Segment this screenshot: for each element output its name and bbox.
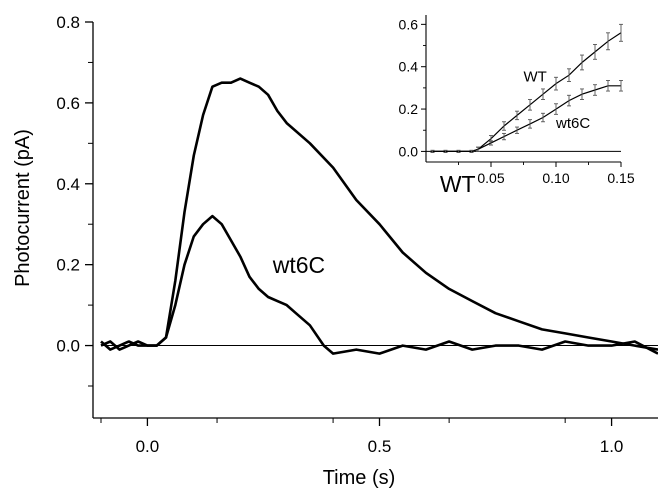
inset-x-tick-label: 0.10 bbox=[542, 170, 569, 186]
main-x-axis-label: Time (s) bbox=[323, 467, 396, 489]
main-y-tick-label: 0.2 bbox=[56, 256, 80, 275]
inset-annotation-wt: WT bbox=[524, 69, 547, 86]
inset-y-tick-label: 0.6 bbox=[399, 16, 419, 32]
inset-y-tick-label: 0.0 bbox=[399, 143, 419, 159]
main-x-tick-label: 1.0 bbox=[600, 437, 624, 456]
main-x-tick-label: 0.0 bbox=[136, 437, 160, 456]
main-annotation-wt6c: wt6C bbox=[272, 252, 325, 278]
main-y-tick-label: 0.4 bbox=[56, 175, 80, 194]
inset-y-tick-label: 0.4 bbox=[399, 59, 419, 75]
main-annotation-wt: WT bbox=[440, 171, 476, 197]
main-y-tick-label: 0.0 bbox=[56, 337, 80, 356]
main-x-tick-label: 0.5 bbox=[368, 437, 392, 456]
inset-x-tick-label: 0.15 bbox=[607, 170, 634, 186]
main-y-tick-label: 0.8 bbox=[56, 13, 80, 32]
inset-annotation-wt6c: wt6C bbox=[555, 115, 590, 132]
inset-y-tick-label: 0.2 bbox=[399, 101, 419, 117]
inset-x-tick-label: 0.05 bbox=[477, 170, 504, 186]
main-y-axis-label: Photocurrent (pA) bbox=[12, 129, 34, 287]
main-y-tick-label: 0.6 bbox=[56, 94, 80, 113]
